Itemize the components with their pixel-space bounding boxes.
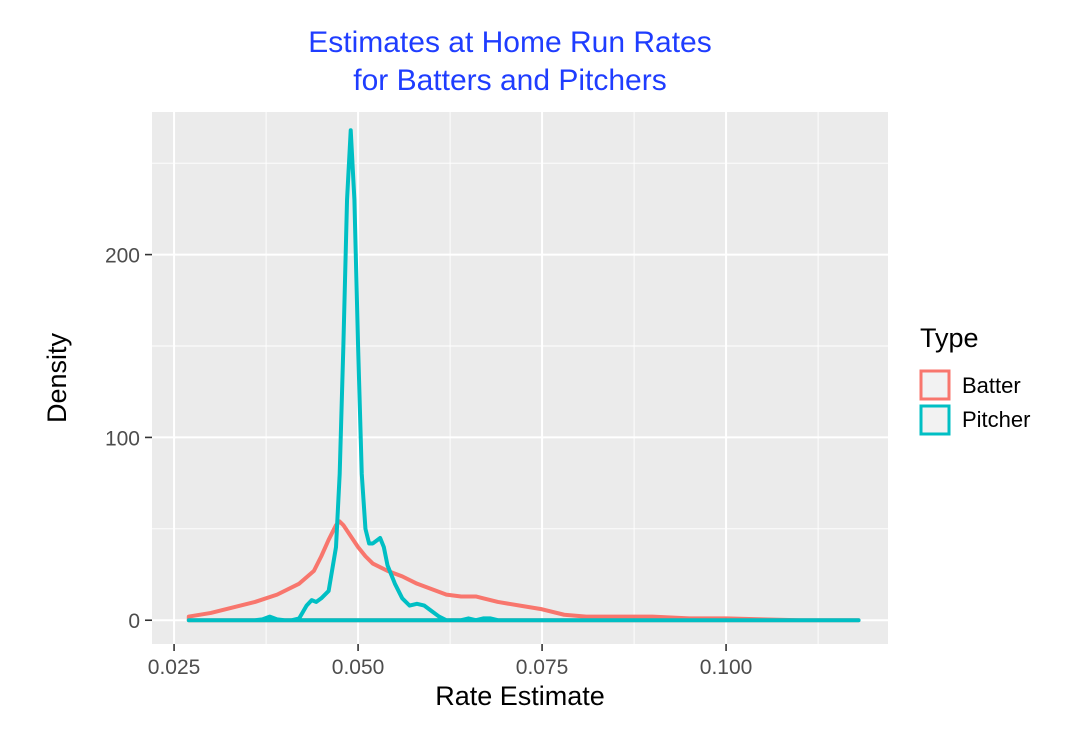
x-axis-title: Rate Estimate [435,681,605,711]
grid-minor [152,112,888,644]
y-axis-ticks: 0 100 200 [105,245,152,633]
plot-panel [152,112,888,644]
y-tick-label-0: 0 [128,610,140,633]
legend-key-batter [919,369,951,401]
x-axis-ticks: 0.025 0.050 0.075 0.100 [148,644,753,679]
x-tick-label-1: 0.050 [332,656,385,679]
y-tick-label-1: 100 [105,427,140,450]
chart-title-line-2: for Batters and Pitchers [353,64,666,97]
legend-label-pitcher: Pitcher [962,407,1030,432]
series-line-batter [186,519,861,623]
series-line-pitcher [186,128,861,623]
legend-title: Type [920,323,979,353]
y-tick-label-2: 200 [105,245,140,268]
chart-title-line-1: Estimates at Home Run Rates [308,26,712,59]
legend-label-batter: Batter [962,373,1021,398]
series-lines [186,128,861,623]
legend-key-pitcher [919,404,951,436]
legend: Type Batter Pitcher [919,323,1030,436]
x-tick-label-3: 0.100 [700,656,753,679]
x-tick-label-2: 0.075 [516,656,569,679]
y-axis-title: Density [42,332,72,423]
x-tick-label-0: 0.025 [148,656,201,679]
